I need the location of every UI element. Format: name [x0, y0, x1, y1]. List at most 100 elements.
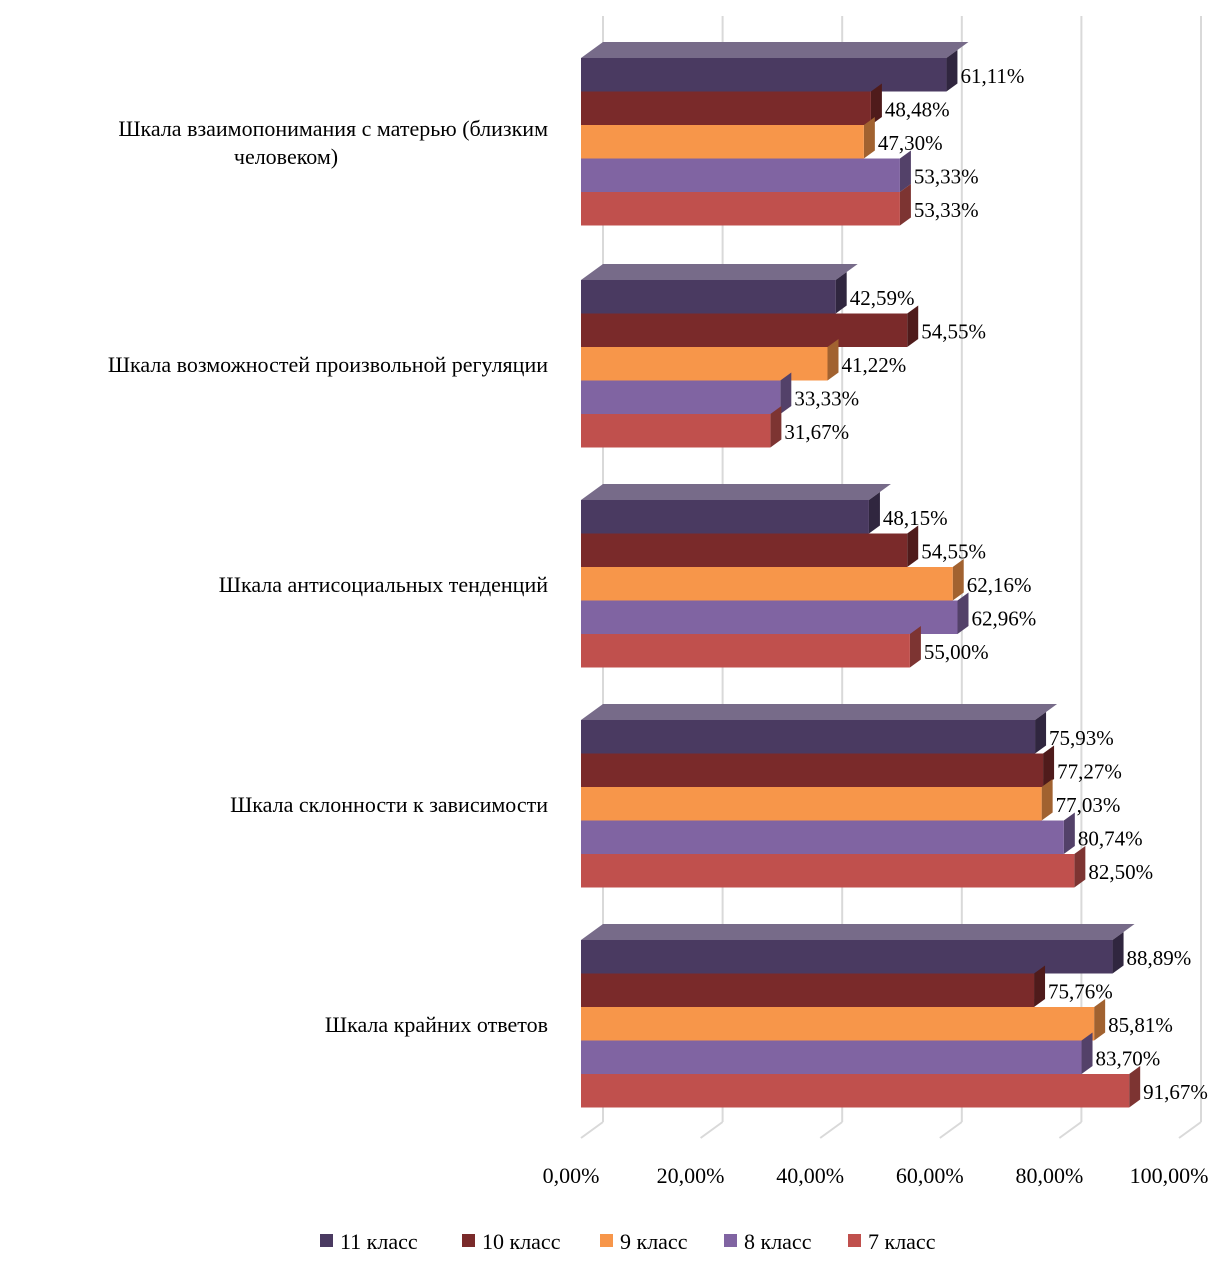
- legend-swatch: [848, 1234, 861, 1247]
- bar-5-3: [581, 999, 1106, 1041]
- legend-label: 8 класс: [744, 1229, 812, 1254]
- floor-gridline: [580, 1121, 604, 1139]
- bar-front-face: [581, 973, 1035, 1007]
- category-label: Шкала антисоциальных тенденций: [219, 572, 548, 597]
- bar-front-face: [581, 280, 836, 314]
- x-tick-label: 20,00%: [657, 1163, 725, 1188]
- bar-4-1: [581, 704, 1058, 754]
- bar-front-face: [581, 820, 1064, 854]
- bar-top-face: [581, 704, 1058, 720]
- value-label: 42,59%: [850, 286, 915, 310]
- value-label: 62,96%: [972, 606, 1037, 630]
- bar-1-1: [581, 42, 969, 92]
- bar-front-face: [581, 125, 864, 159]
- bar-side-face: [909, 626, 921, 668]
- bar-4-3: [581, 779, 1053, 821]
- bar-2-5: [581, 406, 782, 448]
- value-label: 48,15%: [883, 506, 948, 530]
- value-label: 48,48%: [885, 97, 950, 121]
- bar-front-face: [581, 1040, 1082, 1074]
- bar-side-face: [863, 117, 875, 159]
- bar-1-5: [581, 184, 911, 226]
- value-label: 54,55%: [921, 539, 986, 563]
- bar-side-face: [1063, 812, 1075, 854]
- bar-side-face: [1081, 1032, 1093, 1074]
- bar-side-face: [907, 525, 919, 567]
- bar-front-face: [581, 313, 908, 347]
- legend-swatch: [320, 1234, 333, 1247]
- bar-front-face: [581, 940, 1113, 974]
- floor-gridline: [1058, 1121, 1082, 1139]
- bar-2-1: [581, 264, 858, 314]
- bar-front-face: [581, 500, 869, 534]
- bar-front-face: [581, 854, 1075, 888]
- bar-1-3: [581, 117, 875, 159]
- bar-3-2: [581, 525, 919, 567]
- value-label: 82,50%: [1088, 860, 1153, 884]
- value-label: 80,74%: [1078, 826, 1143, 850]
- x-axis-ticks: 0,00% 20,00% 40,00% 60,00% 80,00% 100,00%: [543, 1163, 1209, 1188]
- bar-2-2: [581, 305, 919, 347]
- bar-side-face: [1043, 745, 1055, 787]
- bar-side-face: [1035, 712, 1047, 754]
- legend-item: 10 класс: [462, 1229, 561, 1254]
- bar-side-face: [899, 150, 911, 192]
- category-labels: Шкала взаимопонимания с матерью (близким…: [108, 116, 548, 1037]
- value-label: 62,16%: [967, 573, 1032, 597]
- value-label: 54,55%: [921, 319, 986, 343]
- value-label: 85,81%: [1108, 1013, 1173, 1037]
- bar-side-face: [1129, 1066, 1141, 1108]
- bar-front-face: [581, 533, 908, 567]
- bar-4-4: [581, 812, 1075, 854]
- bar-front-face: [581, 58, 947, 92]
- bar-side-face: [835, 272, 847, 314]
- category-label: Шкала возможностей произвольной регуляци…: [108, 352, 548, 377]
- bar-front-face: [581, 600, 958, 634]
- x-tick-label: 0,00%: [543, 1163, 600, 1188]
- bar-front-face: [581, 192, 900, 226]
- floor-gridline: [700, 1121, 724, 1139]
- legend-item: 8 класс: [724, 1229, 812, 1254]
- bar-front-face: [581, 567, 953, 601]
- value-label: 75,93%: [1049, 726, 1114, 750]
- value-label: 47,30%: [878, 131, 943, 155]
- bar-side-face: [1034, 965, 1046, 1007]
- bar-3-4: [581, 592, 969, 634]
- bar-1-4: [581, 150, 911, 192]
- bar-3-5: [581, 626, 921, 668]
- bar-side-face: [1112, 932, 1124, 974]
- category-label: человеком): [234, 144, 338, 169]
- value-label: 61,11%: [960, 64, 1024, 88]
- bar-side-face: [1094, 999, 1106, 1041]
- legend-label: 10 класс: [482, 1229, 561, 1254]
- bar-front-face: [581, 1074, 1130, 1108]
- value-label: 88,89%: [1127, 946, 1192, 970]
- bar-side-face: [957, 592, 969, 634]
- bar-top-face: [581, 924, 1135, 940]
- value-label: 77,03%: [1056, 793, 1121, 817]
- bar-front-face: [581, 347, 828, 381]
- bar-4-2: [581, 745, 1055, 787]
- x-tick-label: 100,00%: [1130, 1163, 1209, 1188]
- category-label: Шкала крайних ответов: [325, 1012, 548, 1037]
- bar-top-face: [581, 42, 969, 58]
- bar-side-face: [770, 406, 782, 448]
- bar-top-face: [581, 264, 858, 280]
- category-label: Шкала взаимопонимания с матерью (близким: [118, 116, 548, 141]
- legend-label: 9 класс: [620, 1229, 688, 1254]
- bar-top-face: [581, 484, 891, 500]
- floor-gridline: [1178, 1121, 1202, 1139]
- bar-front-face: [581, 634, 910, 668]
- legend-swatch: [462, 1234, 475, 1247]
- legend: 11 класс 10 класс 9 класс 8 класс 7 класс: [320, 1229, 936, 1254]
- bar-side-face: [899, 184, 911, 226]
- value-label: 31,67%: [784, 420, 849, 444]
- bar-4-5: [581, 846, 1086, 888]
- bar-front-face: [581, 380, 781, 414]
- bar-front-face: [581, 91, 871, 125]
- bar-side-face: [907, 305, 919, 347]
- value-label: 75,76%: [1048, 979, 1113, 1003]
- bar-5-5: [581, 1066, 1141, 1108]
- bar-front-face: [581, 158, 900, 192]
